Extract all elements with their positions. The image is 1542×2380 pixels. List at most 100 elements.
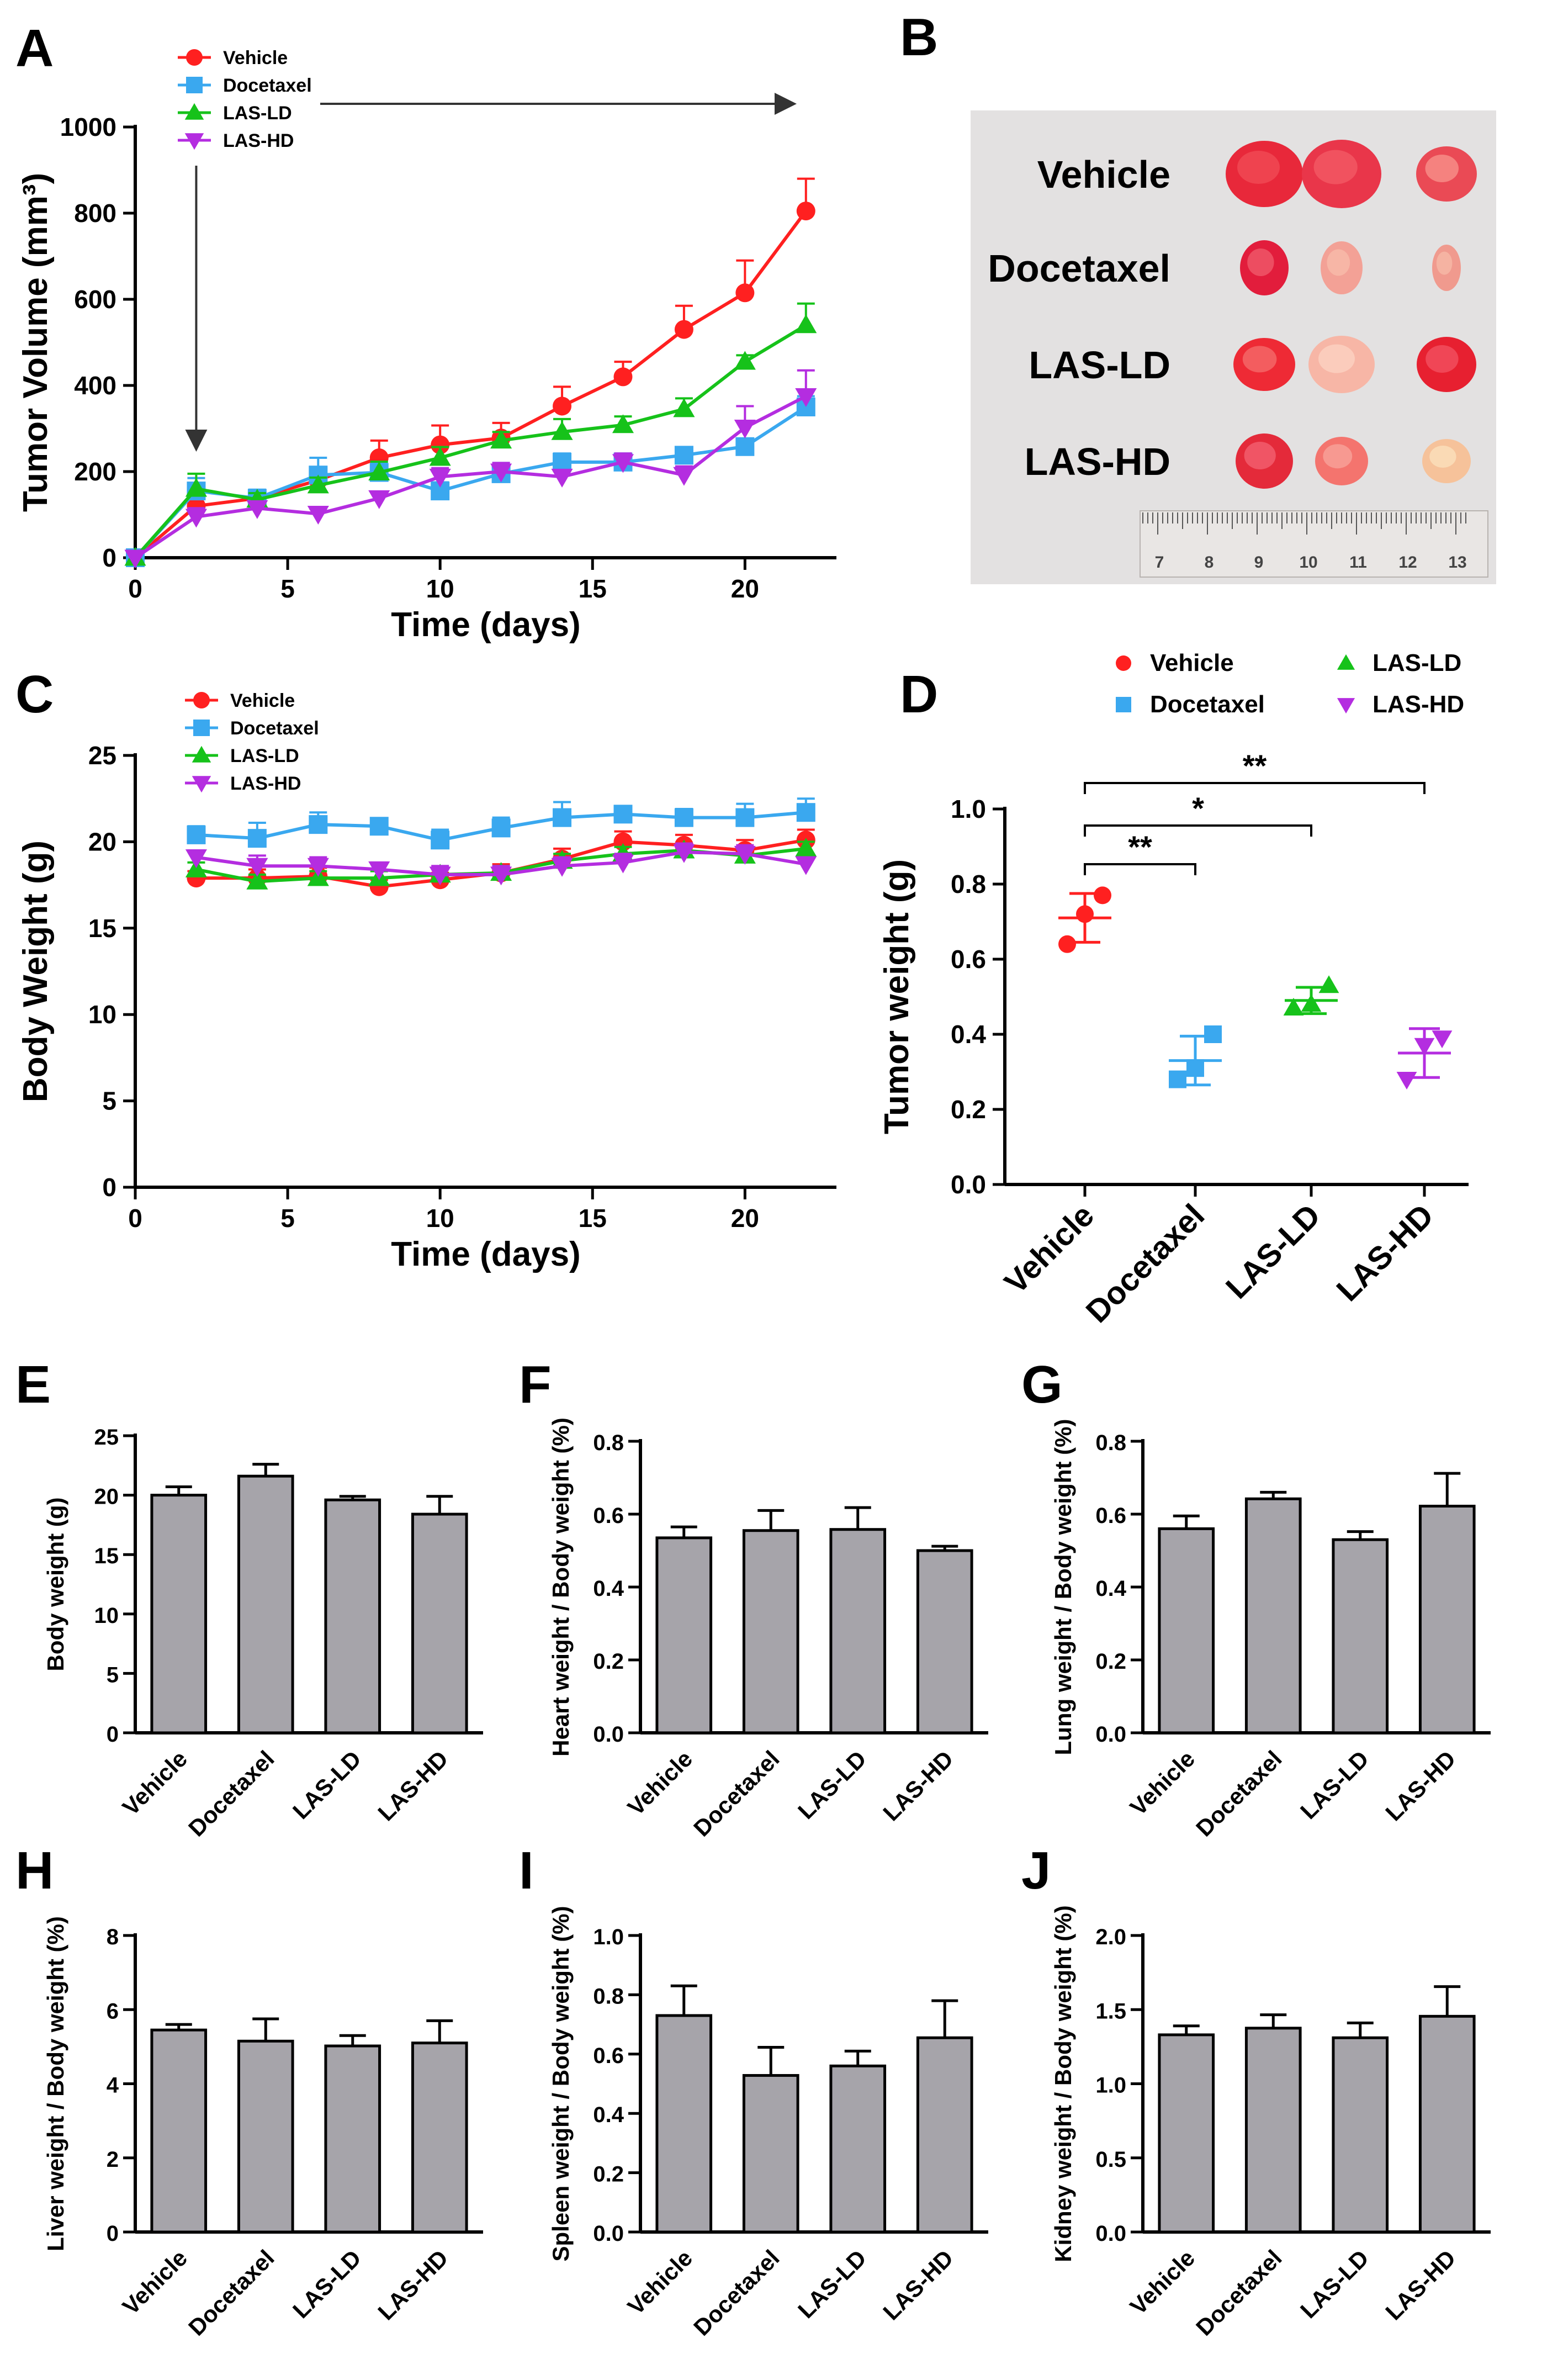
bar — [1158, 1527, 1215, 1734]
data-point — [796, 803, 815, 822]
data-point — [185, 849, 207, 869]
panel-label-D: D — [900, 665, 938, 724]
bar — [655, 2014, 713, 2234]
data-point — [1318, 975, 1339, 993]
x-tick-label: LAS-HD — [1329, 1197, 1440, 1308]
data-point — [490, 430, 512, 449]
tumor-highlight — [1247, 248, 1274, 276]
y-axis-title: Liver weight / Body weight (%) — [43, 1916, 68, 2251]
y-tick-label: 0.6 — [593, 2044, 624, 2068]
y-tick-label: 0.4 — [593, 2103, 624, 2127]
y-tick-label: 0.6 — [1095, 1504, 1126, 1528]
x-tick-label: LAS-HD — [878, 1746, 958, 1826]
y-tick-label: 1.0 — [1095, 2074, 1126, 2098]
chart-F: 0.0 0.2 0.4 0.6 0.8 Heart weight / Body weigh… — [548, 1418, 988, 1842]
data-point — [734, 351, 756, 370]
y-tick-label: 0.8 — [951, 870, 986, 898]
legend-label: LAS-LD — [230, 745, 299, 766]
data-point — [368, 861, 390, 880]
y-tick-label: 0.4 — [951, 1020, 986, 1049]
data-point — [431, 831, 450, 850]
ruler-label: 12 — [1398, 553, 1417, 572]
ruler-label: 10 — [1299, 553, 1317, 572]
x-tick-label: 20 — [731, 574, 759, 603]
bar — [324, 2044, 381, 2234]
bar — [916, 2036, 973, 2234]
data-point — [429, 447, 451, 466]
data-point — [369, 817, 389, 836]
panel-label-F: F — [519, 1355, 552, 1414]
y-tick-label: 20 — [88, 827, 116, 856]
x-tick-label: Vehicle — [623, 1746, 698, 1821]
y-tick-label: 0.0 — [593, 2222, 624, 2246]
y-tick-label: 15 — [88, 914, 116, 943]
y-tick-label: 5 — [102, 1087, 116, 1115]
legend-marker — [186, 49, 203, 66]
legend-marker — [193, 720, 210, 736]
legend-label: Docetaxel — [230, 718, 319, 739]
data-point — [735, 437, 755, 456]
data-point — [1432, 1030, 1453, 1049]
y-axis-title: Body Weight (g) — [17, 840, 55, 1102]
chart-I: 0.0 0.2 0.4 0.6 0.8 1.0 Spleen weight / Body w… — [548, 1906, 988, 2341]
panel-label-G: G — [1021, 1355, 1063, 1414]
y-tick-label: 2 — [107, 2148, 119, 2172]
tumor-photo: Vehicle Docetaxel LAS-LD LAS-HD 7 8 9 10 11 12 13 — [971, 110, 1496, 584]
x-tick-label: Docetaxel — [1191, 2245, 1287, 2341]
bar — [829, 2064, 887, 2234]
legend-label: LAS-LD — [223, 103, 292, 124]
tumor-highlight — [1313, 150, 1358, 184]
data-point — [551, 468, 573, 488]
data-point — [429, 468, 451, 488]
data-point — [673, 844, 695, 863]
significance-label: * — [1192, 791, 1204, 826]
data-point — [491, 818, 511, 838]
tumor-highlight — [1425, 155, 1459, 182]
y-tick-label: 0.0 — [1095, 1722, 1126, 1747]
data-point — [1058, 935, 1076, 953]
panel-label-C: C — [15, 665, 54, 724]
x-tick-label: LAS-LD — [793, 1746, 871, 1824]
chart-H: 0 2 4 6 8 Liver weight / Body weight (%) Vehic… — [43, 1916, 483, 2341]
y-tick-label: 0.0 — [1095, 2222, 1126, 2246]
y-tick-label: 0.0 — [951, 1170, 986, 1199]
significance-label: ** — [1243, 748, 1267, 783]
x-tick-label: 15 — [579, 1204, 607, 1233]
legend-label: Docetaxel — [1150, 691, 1265, 718]
y-tick-label: 20 — [94, 1485, 119, 1509]
panel-label-A: A — [15, 19, 54, 78]
group-Vehicle — [1058, 886, 1111, 953]
x-tick-label: LAS-LD — [288, 2245, 366, 2323]
legend-label: LAS-HD — [223, 130, 294, 151]
data-point — [1076, 905, 1094, 923]
y-tick-label: 600 — [74, 285, 116, 314]
data-point — [490, 463, 512, 483]
data-point — [674, 808, 693, 827]
data-point — [1414, 1038, 1435, 1056]
x-tick-label: Docetaxel — [183, 2245, 279, 2341]
y-tick-label: 1.0 — [593, 1925, 624, 1949]
photo-row-label: LAS-LD — [1029, 343, 1170, 387]
x-tick-label: Vehicle — [1125, 1746, 1200, 1821]
y-tick-label: 1.5 — [1095, 1999, 1126, 2023]
bar — [1418, 2014, 1476, 2234]
data-point — [247, 829, 267, 848]
data-point — [795, 388, 817, 408]
series-line — [134, 405, 807, 559]
tumor-highlight — [1436, 251, 1453, 275]
ruler-label: 7 — [1155, 553, 1164, 572]
data-point — [734, 419, 756, 438]
data-point — [551, 858, 573, 877]
y-tick-label: 25 — [88, 741, 116, 770]
ruler-label: 13 — [1448, 553, 1466, 572]
y-tick-label: 4 — [107, 2074, 119, 2098]
legend-label: Vehicle — [230, 690, 295, 711]
y-tick-label: 400 — [74, 371, 116, 400]
data-point — [795, 856, 817, 875]
x-tick-label: LAS-HD — [1380, 1746, 1460, 1826]
series-LAS-LD: LAS-LD — [124, 103, 817, 566]
data-point — [612, 854, 634, 874]
y-tick-label: 0.2 — [593, 1649, 624, 1674]
y-axis-title: Spleen weight / Body weight (%) — [548, 1906, 574, 2261]
legend-marker — [1116, 697, 1131, 712]
